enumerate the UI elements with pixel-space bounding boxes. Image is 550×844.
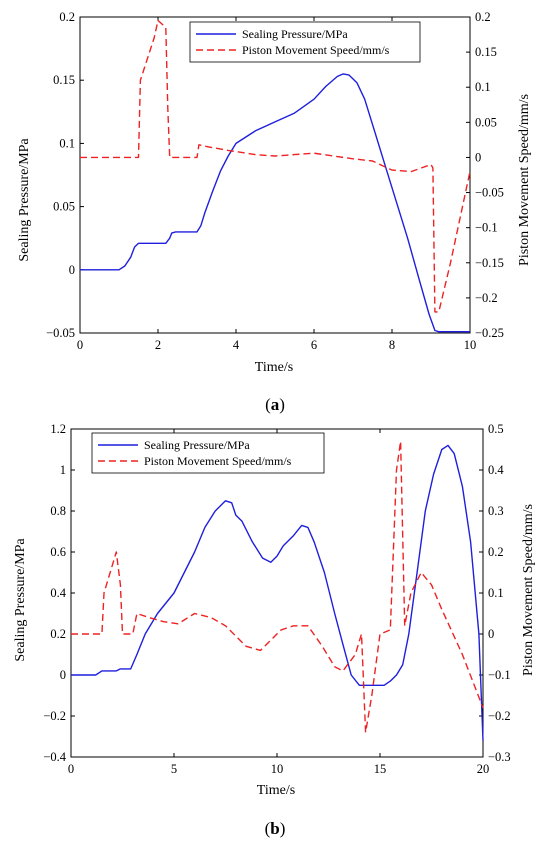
y-axis-label-left: Sealing Pressure/MPa <box>13 538 28 662</box>
series-line-piston-speed <box>71 440 484 734</box>
y-tick-label-right: 0 <box>475 150 481 164</box>
y-tick-label-left: 0.8 <box>50 504 66 518</box>
y-tick-label-left: 0.15 <box>53 73 75 87</box>
y-tick-label-right: 0 <box>488 627 494 641</box>
y-tick-label-right: −0.15 <box>475 256 504 270</box>
x-tick-label: 8 <box>389 338 395 352</box>
y-tick-label-left: −0.2 <box>43 709 66 723</box>
y-tick-label-right: 0.05 <box>475 115 497 129</box>
panel-label-letter: a <box>271 395 280 414</box>
y-tick-label-right: 0.2 <box>488 545 504 559</box>
y-tick-label-right: 0.4 <box>488 463 504 477</box>
y-tick-label-left: −0.05 <box>46 326 75 340</box>
y-axis-label-left: Sealing Pressure/MPa <box>17 138 32 262</box>
x-tick-label: 6 <box>311 338 317 352</box>
y-tick-label-right: −0.2 <box>488 709 511 723</box>
x-tick-label: 10 <box>271 762 284 776</box>
legend-entry: Piston Movement Speed/mm/s <box>144 454 292 468</box>
y-tick-label-left: 0.1 <box>59 136 75 150</box>
plot-frame <box>79 16 471 334</box>
y-tick-label-right: −0.3 <box>488 750 511 764</box>
y-axis-label-right: Piston Movement Speed/mm/s <box>521 504 536 676</box>
legend-box <box>189 21 421 63</box>
legend: Sealing Pressure/MPa Piston Movement Spee… <box>91 432 325 474</box>
chart-panel-a: Sealing Pressure/MPa Piston Movement Spe… <box>17 10 532 414</box>
y-tick-label-left: 0.2 <box>50 627 66 641</box>
legend-entry: Sealing Pressure/MPa <box>242 27 348 41</box>
x-tick-label: 5 <box>171 762 177 776</box>
legend-box <box>91 432 325 474</box>
x-axis-label: Time/s <box>255 360 293 375</box>
legend-entry: Sealing Pressure/MPa <box>144 438 250 452</box>
y-tick-label-left: 0.6 <box>50 545 66 559</box>
y-tick-label-right: 0.1 <box>475 80 491 94</box>
panel-label-letter: b <box>270 819 279 838</box>
y-tick-label-left: −0.4 <box>43 750 66 764</box>
svg-text:(b): (b) <box>265 819 286 838</box>
y-tick-label-right: 0.1 <box>488 586 504 600</box>
x-tick-label: 10 <box>464 338 477 352</box>
y-tick-label-left: 0.2 <box>59 10 75 24</box>
series-line-sealing-pressure <box>71 444 484 741</box>
y-tick-label-right: −0.2 <box>475 291 498 305</box>
y-tick-label-left: 0.05 <box>53 200 75 214</box>
y-tick-label-right: 0.5 <box>488 422 504 436</box>
legend: Sealing Pressure/MPa Piston Movement Spee… <box>189 21 421 63</box>
panel-label: (b) <box>265 819 286 838</box>
legend-entry: Piston Movement Speed/mm/s <box>242 43 390 57</box>
y-tick-label-left: 0.4 <box>50 586 66 600</box>
y-tick-label-right: −0.1 <box>488 668 511 682</box>
y-tick-label-right: 0.3 <box>488 504 504 518</box>
plot-frame <box>70 428 484 758</box>
x-tick-label: 0 <box>68 762 74 776</box>
chart-panel-b: Sealing Pressure/MPa Piston Movement Spe… <box>13 422 536 838</box>
y-tick-label-right: −0.05 <box>475 186 504 200</box>
series-line-sealing-pressure <box>80 73 470 333</box>
y-tick-label-left: 0 <box>60 668 66 682</box>
x-tick-label: 2 <box>155 338 161 352</box>
x-tick-label: 0 <box>77 338 83 352</box>
y-tick-label-right: −0.25 <box>475 326 504 340</box>
x-axis-label: Time/s <box>257 783 295 798</box>
y-tick-label-left: 1.2 <box>50 422 66 436</box>
x-tick-label: 4 <box>233 338 240 352</box>
series-line-piston-speed <box>80 19 471 313</box>
y-tick-label-right: 0.15 <box>475 45 497 59</box>
y-axis-label-right: Piston Movement Speed/mm/s <box>517 94 532 266</box>
x-tick-label: 20 <box>477 762 490 776</box>
y-tick-label-right: −0.1 <box>475 221 498 235</box>
svg-text:(a): (a) <box>265 395 285 414</box>
panel-label: (a) <box>265 395 285 414</box>
y-tick-label-right: 0.2 <box>475 10 491 24</box>
y-tick-label-left: 0 <box>69 263 75 277</box>
y-tick-label-left: 1 <box>60 463 66 477</box>
x-tick-label: 15 <box>374 762 387 776</box>
